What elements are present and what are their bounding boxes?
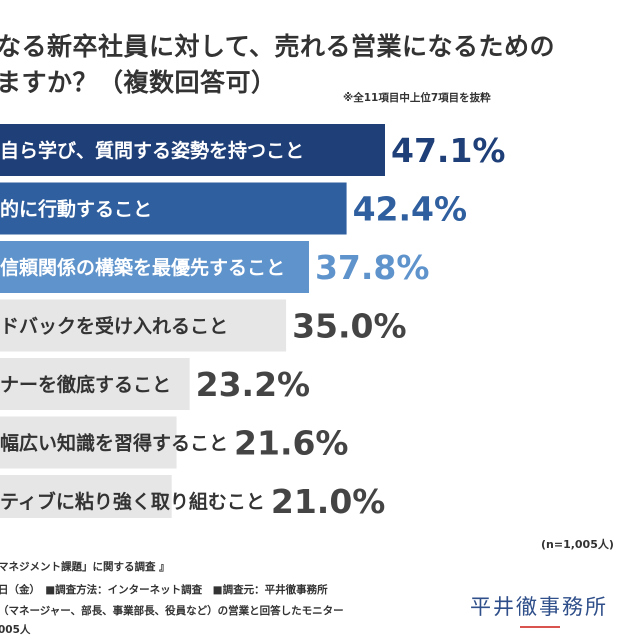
bar-1 <box>0 124 385 176</box>
sample-size-label: (n=1,005人) <box>541 538 614 551</box>
company-logo: 平井徹事務所 <box>470 595 608 619</box>
category-label-6: 幅広い知識を習得すること <box>0 432 228 455</box>
survey-name: マネジメント課題」に関する調査 』 <box>0 561 170 573</box>
value-label-6: 21.6% <box>234 424 349 463</box>
bar-2 <box>0 182 347 235</box>
logo-underline <box>520 626 560 628</box>
survey-target: （マネージャー、部長、事業部長、役員など）の営業と回答したモニター <box>0 605 344 617</box>
category-label-2: 的に行動すること <box>0 198 152 221</box>
value-label-7: 21.0% <box>271 482 386 518</box>
selection-note: ※全11項目中上位7項目を抜粋 <box>343 92 491 104</box>
chart-title-line2: ますか？（複数回答可） <box>0 68 277 97</box>
category-label-3: 信頼関係の構築を最優先すること <box>0 256 285 279</box>
bar-3 <box>0 241 309 293</box>
bar-7 <box>0 475 172 518</box>
bar-5 <box>0 358 190 410</box>
value-label-1: 47.1% <box>391 131 506 170</box>
value-label-2: 42.4% <box>353 190 468 229</box>
value-label-4: 35.0% <box>292 307 407 346</box>
category-label-4: ドバックを受け入れること <box>0 315 228 338</box>
bar-chart: 自ら学び、質問する姿勢を持つこと 47.1% 的に行動すること 42.4% 信頼関係の構… <box>0 124 506 518</box>
value-label-5: 23.2% <box>196 365 311 404</box>
category-label-7: ティブに粘り強く取り組むこと <box>0 490 265 513</box>
value-label-3: 37.8% <box>315 248 430 287</box>
category-label-5: ナーを徹底すること <box>0 373 171 396</box>
survey-count: 005人 <box>0 624 31 636</box>
category-label-1: 自ら学び、質問する姿勢を持つこと <box>0 139 304 162</box>
bar-4 <box>0 299 287 352</box>
bar-6 <box>0 416 177 469</box>
survey-method: 日（金） ■調査方法：インターネット調査 ■調査元：平井徹事務所 <box>0 584 328 596</box>
chart-title-line1: なる新卒社員に対して、売れる営業になるための <box>0 32 556 61</box>
